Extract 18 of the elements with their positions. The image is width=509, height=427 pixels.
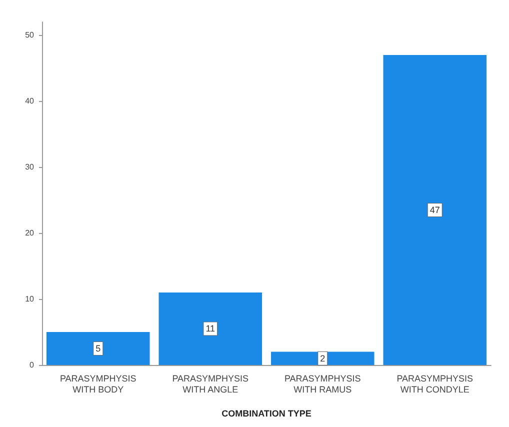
bar [383, 54, 487, 365]
data-label: 5 [96, 344, 101, 354]
x-tick-label: PARASYMPHYSIS WITH ANGLE [172, 374, 249, 394]
x-axis-title: COMBINATION TYPE [222, 408, 312, 418]
y-tick-label: 0 [30, 360, 35, 370]
y-tick-label: 50 [25, 30, 35, 40]
bar [158, 292, 262, 365]
x-tick-label: PARASYMPHYSIS WITH BODY [60, 374, 136, 394]
y-tick-label: 20 [25, 228, 35, 238]
y-tick-label: 30 [25, 162, 35, 172]
data-label: 47 [430, 204, 440, 215]
y-tick-label: 40 [25, 96, 35, 106]
x-tick-label: PARASYMPHYSIS WITH RAMUS [284, 374, 361, 394]
data-label: 11 [206, 324, 216, 334]
y-tick-label: 10 [25, 294, 35, 304]
x-tick-label: PARASYMPHYSIS WITH CONDYLE [396, 374, 474, 394]
bar [46, 332, 150, 365]
data-label: 2 [320, 353, 326, 364]
